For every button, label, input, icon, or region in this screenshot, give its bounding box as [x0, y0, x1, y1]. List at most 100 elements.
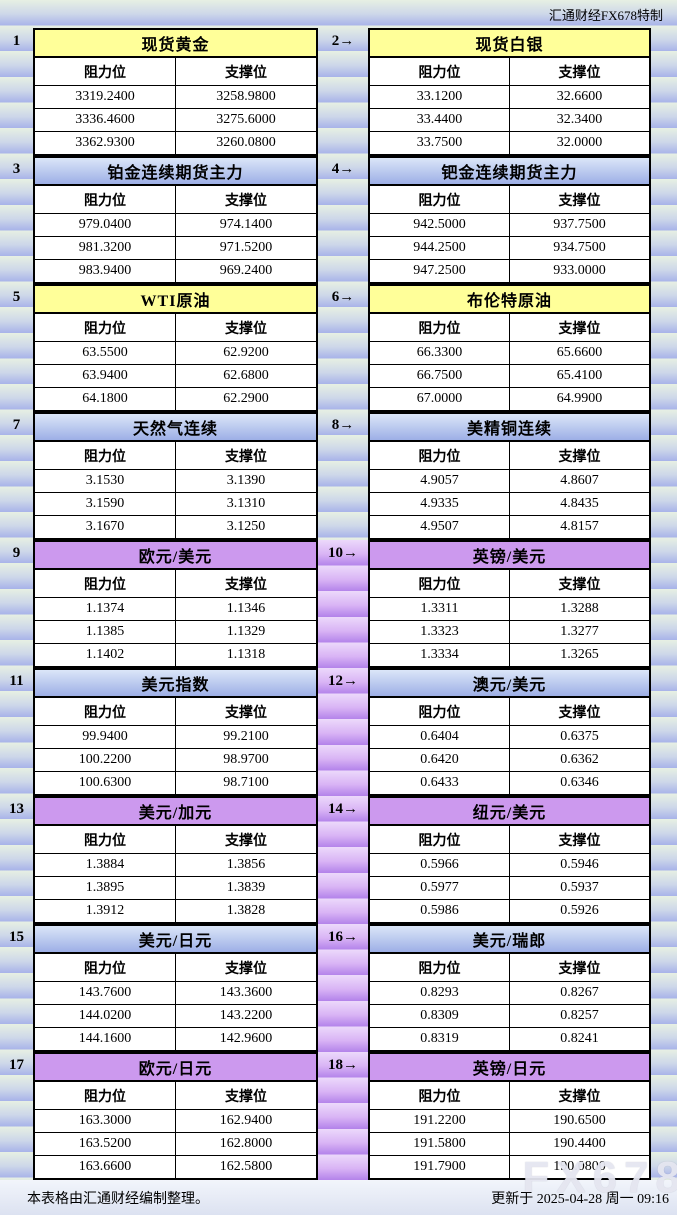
- resistance-header: 阻力位: [418, 321, 461, 337]
- resistance-value: 1.3884: [85, 857, 125, 872]
- quote-table-right: 纽元/美元 阻力位 支撑位 0.5966 0.5946 0.5977 0.593…: [368, 796, 651, 924]
- support-value: 4.8157: [509, 516, 649, 538]
- resistance-value: 3.1530: [85, 473, 125, 488]
- support-value: 190.0800: [509, 1156, 649, 1178]
- support-value: 0.8257: [509, 1005, 649, 1027]
- table-row: 0.5986 0.5926: [370, 899, 649, 922]
- support-value: 1.1346: [175, 598, 316, 620]
- resistance-value: 3.1590: [85, 496, 125, 511]
- quote-table-left: 欧元/日元 阻力位 支撑位 163.3000 162.9400 163.5200…: [33, 1052, 318, 1180]
- quote-table-right: 布伦特原油 阻力位 支撑位 66.3300 65.6600 66.7500 65…: [368, 284, 651, 412]
- resistance-header: 阻力位: [418, 961, 461, 977]
- row-number-left: 17: [0, 1052, 33, 1180]
- support-value: 1.1318: [175, 644, 316, 666]
- quote-table-right: 钯金连续期货主力 阻力位 支撑位 942.5000 937.7500 944.2…: [368, 156, 651, 284]
- section-row: 11 美元指数 阻力位 支撑位 99.9400 99.2100 100.2200…: [0, 668, 677, 796]
- resistance-value: 67.0000: [416, 391, 463, 406]
- table-row: 983.9400 969.2400: [35, 259, 316, 282]
- support-value: 162.8000: [175, 1133, 316, 1155]
- table-row: 4.9057 4.8607: [370, 469, 649, 492]
- section-row: 9 欧元/美元 阻力位 支撑位 1.1374 1.1346 1.1385 1.1…: [0, 540, 677, 668]
- table-title: WTI原油: [35, 286, 316, 314]
- support-header: 支撑位: [509, 186, 649, 213]
- row-number-right: 4→: [318, 156, 368, 284]
- table-title: 欧元/日元: [35, 1054, 316, 1082]
- page-edge-stripe: [651, 28, 677, 156]
- resistance-value: 0.5986: [420, 903, 459, 918]
- support-value: 143.2200: [175, 1005, 316, 1027]
- resistance-value: 4.9057: [420, 473, 459, 488]
- quote-table-right: 英镑/日元 阻力位 支撑位 191.2200 190.6500 191.5800…: [368, 1052, 651, 1180]
- row-number-label: 2→: [331, 33, 355, 49]
- column-headers: 阻力位 支撑位: [35, 826, 316, 853]
- support-header: 支撑位: [509, 826, 649, 853]
- page-edge-stripe: [651, 668, 677, 796]
- quote-table-right: 现货白银 阻力位 支撑位 33.1200 32.6600 33.4400 32.…: [368, 28, 651, 156]
- resistance-value: 983.9400: [78, 263, 132, 278]
- quote-table-left: 美元指数 阻力位 支撑位 99.9400 99.2100 100.2200 98…: [33, 668, 318, 796]
- table-row: 1.1402 1.1318: [35, 643, 316, 666]
- support-value: 934.7500: [509, 237, 649, 259]
- support-value: 142.9600: [175, 1028, 316, 1050]
- resistance-value: 0.6433: [420, 775, 459, 790]
- table-row: 66.7500 65.4100: [370, 364, 649, 387]
- table-row: 947.2500 933.0000: [370, 259, 649, 282]
- resistance-value: 1.3912: [85, 903, 125, 918]
- column-headers: 阻力位 支撑位: [370, 570, 649, 597]
- resistance-value: 33.7500: [416, 135, 463, 150]
- support-value: 0.6375: [509, 726, 649, 748]
- page-edge-stripe: [651, 284, 677, 412]
- quote-table-right: 英镑/美元 阻力位 支撑位 1.3311 1.3288 1.3323 1.327…: [368, 540, 651, 668]
- row-number-label: 3: [12, 161, 21, 177]
- resistance-value: 63.9400: [82, 368, 128, 383]
- row-number-right: 16→: [318, 924, 368, 1052]
- table-row: 33.7500 32.0000: [370, 131, 649, 154]
- resistance-value: 99.9400: [82, 729, 128, 744]
- support-header: 支撑位: [509, 314, 649, 341]
- support-value: 0.5937: [509, 877, 649, 899]
- row-number-left: 7: [0, 412, 33, 540]
- table-title: 美元/瑞郎: [370, 926, 649, 954]
- support-value: 3258.9800: [175, 86, 316, 108]
- resistance-value: 1.3895: [85, 880, 125, 895]
- quote-table-left: 天然气连续 阻力位 支撑位 3.1530 3.1390 3.1590 3.131…: [33, 412, 318, 540]
- row-number-label: 10→: [328, 545, 358, 561]
- top-bar: 汇通财经FX678特制: [0, 0, 677, 28]
- resistance-value: 4.9335: [420, 496, 459, 511]
- section-row: 3 铂金连续期货主力 阻力位 支撑位 979.0400 974.1400 981…: [0, 156, 677, 284]
- support-value: 190.4400: [509, 1133, 649, 1155]
- resistance-header: 阻力位: [84, 321, 126, 337]
- support-value: 1.3828: [175, 900, 316, 922]
- support-value: 0.8267: [509, 982, 649, 1004]
- table-row: 99.9400 99.2100: [35, 725, 316, 748]
- resistance-value: 66.7500: [416, 368, 463, 383]
- support-value: 3.1390: [175, 470, 316, 492]
- table-title: 布伦特原油: [370, 286, 649, 314]
- resistance-value: 191.2200: [413, 1113, 466, 1128]
- page-edge-stripe: [651, 1052, 677, 1180]
- column-headers: 阻力位 支撑位: [35, 314, 316, 341]
- row-number-right: 14→: [318, 796, 368, 924]
- table-row: 0.6404 0.6375: [370, 725, 649, 748]
- resistance-header: 阻力位: [418, 449, 461, 465]
- section-row: 1 现货黄金 阻力位 支撑位 3319.2400 3258.9800 3336.…: [0, 28, 677, 156]
- support-value: 969.2400: [175, 260, 316, 282]
- resistance-header: 阻力位: [84, 1089, 126, 1105]
- support-value: 32.3400: [509, 109, 649, 131]
- support-header: 支撑位: [509, 698, 649, 725]
- row-number-label: 14→: [328, 801, 358, 817]
- support-value: 62.6800: [175, 365, 316, 387]
- support-value: 32.6600: [509, 86, 649, 108]
- table-row: 100.6300 98.7100: [35, 771, 316, 794]
- column-headers: 阻力位 支撑位: [35, 58, 316, 85]
- row-number-left: 11: [0, 668, 33, 796]
- support-value: 62.2900: [175, 388, 316, 410]
- support-value: 1.3856: [175, 854, 316, 876]
- row-number-label: 13: [9, 801, 24, 817]
- table-title: 铂金连续期货主力: [35, 158, 316, 186]
- support-value: 98.7100: [175, 772, 316, 794]
- support-value: 937.7500: [509, 214, 649, 236]
- support-value: 4.8435: [509, 493, 649, 515]
- resistance-value: 3319.2400: [75, 89, 135, 104]
